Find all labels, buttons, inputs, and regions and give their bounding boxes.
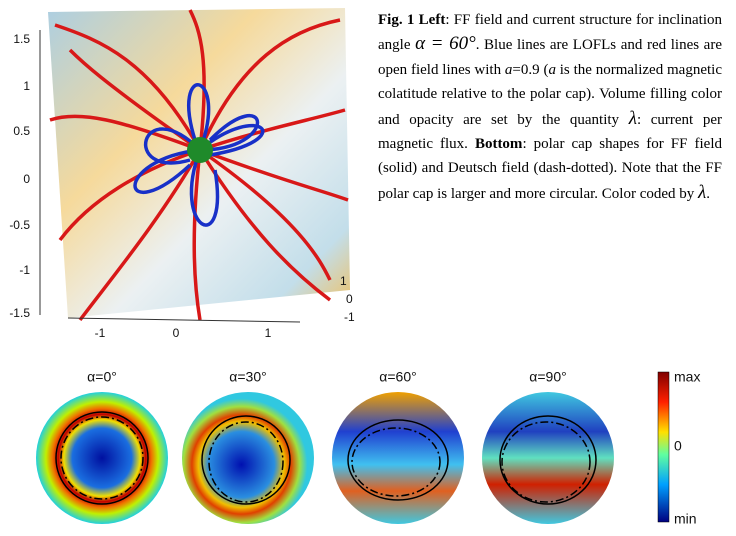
volume-render [40, 8, 350, 322]
y-tick-label: -1.5 [9, 306, 30, 320]
caption-run: =0.9 ( [512, 62, 548, 78]
caption-run: a [548, 62, 556, 78]
y-tick-label: 1.5 [13, 32, 30, 46]
colorbar-label: 0 [674, 438, 682, 454]
caption-run: α = 60° [415, 33, 476, 54]
caption-run: Bottom [475, 136, 523, 152]
y-tick-label: -1 [19, 263, 30, 277]
caption-run: . [706, 186, 710, 202]
x-tick-label: 0 [173, 326, 180, 340]
panel-label: α=90° [529, 369, 566, 385]
z-tick-label: 1 [340, 274, 347, 288]
caption-run: λ [629, 108, 637, 129]
colorbar-label: max [674, 369, 700, 385]
polar-caps [36, 372, 669, 524]
x-tick-label: 1 [265, 326, 272, 340]
colorbar-label: min [674, 511, 697, 527]
figure: 1.5 1 0.5 0 -0.5 -1 -1.5 -1 0 1 1 0 -1 α=0° α=30° α=60°… [0, 0, 736, 536]
panel-label: α=60° [379, 369, 416, 385]
caption: Fig. 1 Left: FF field and current struct… [378, 8, 722, 206]
caption-run: Fig. 1 Left [378, 12, 445, 28]
z-tick-label: -1 [344, 310, 355, 324]
y-tick-label: 0 [23, 172, 30, 186]
y-tick-label: 0.5 [13, 124, 30, 138]
panel-label: α=30° [229, 369, 266, 385]
z-tick-label: 0 [346, 292, 353, 306]
x-tick-label: -1 [95, 326, 106, 340]
panel-label: α=0° [87, 369, 117, 385]
y-tick-label: -0.5 [9, 218, 30, 232]
y-tick-label: 1 [23, 79, 30, 93]
